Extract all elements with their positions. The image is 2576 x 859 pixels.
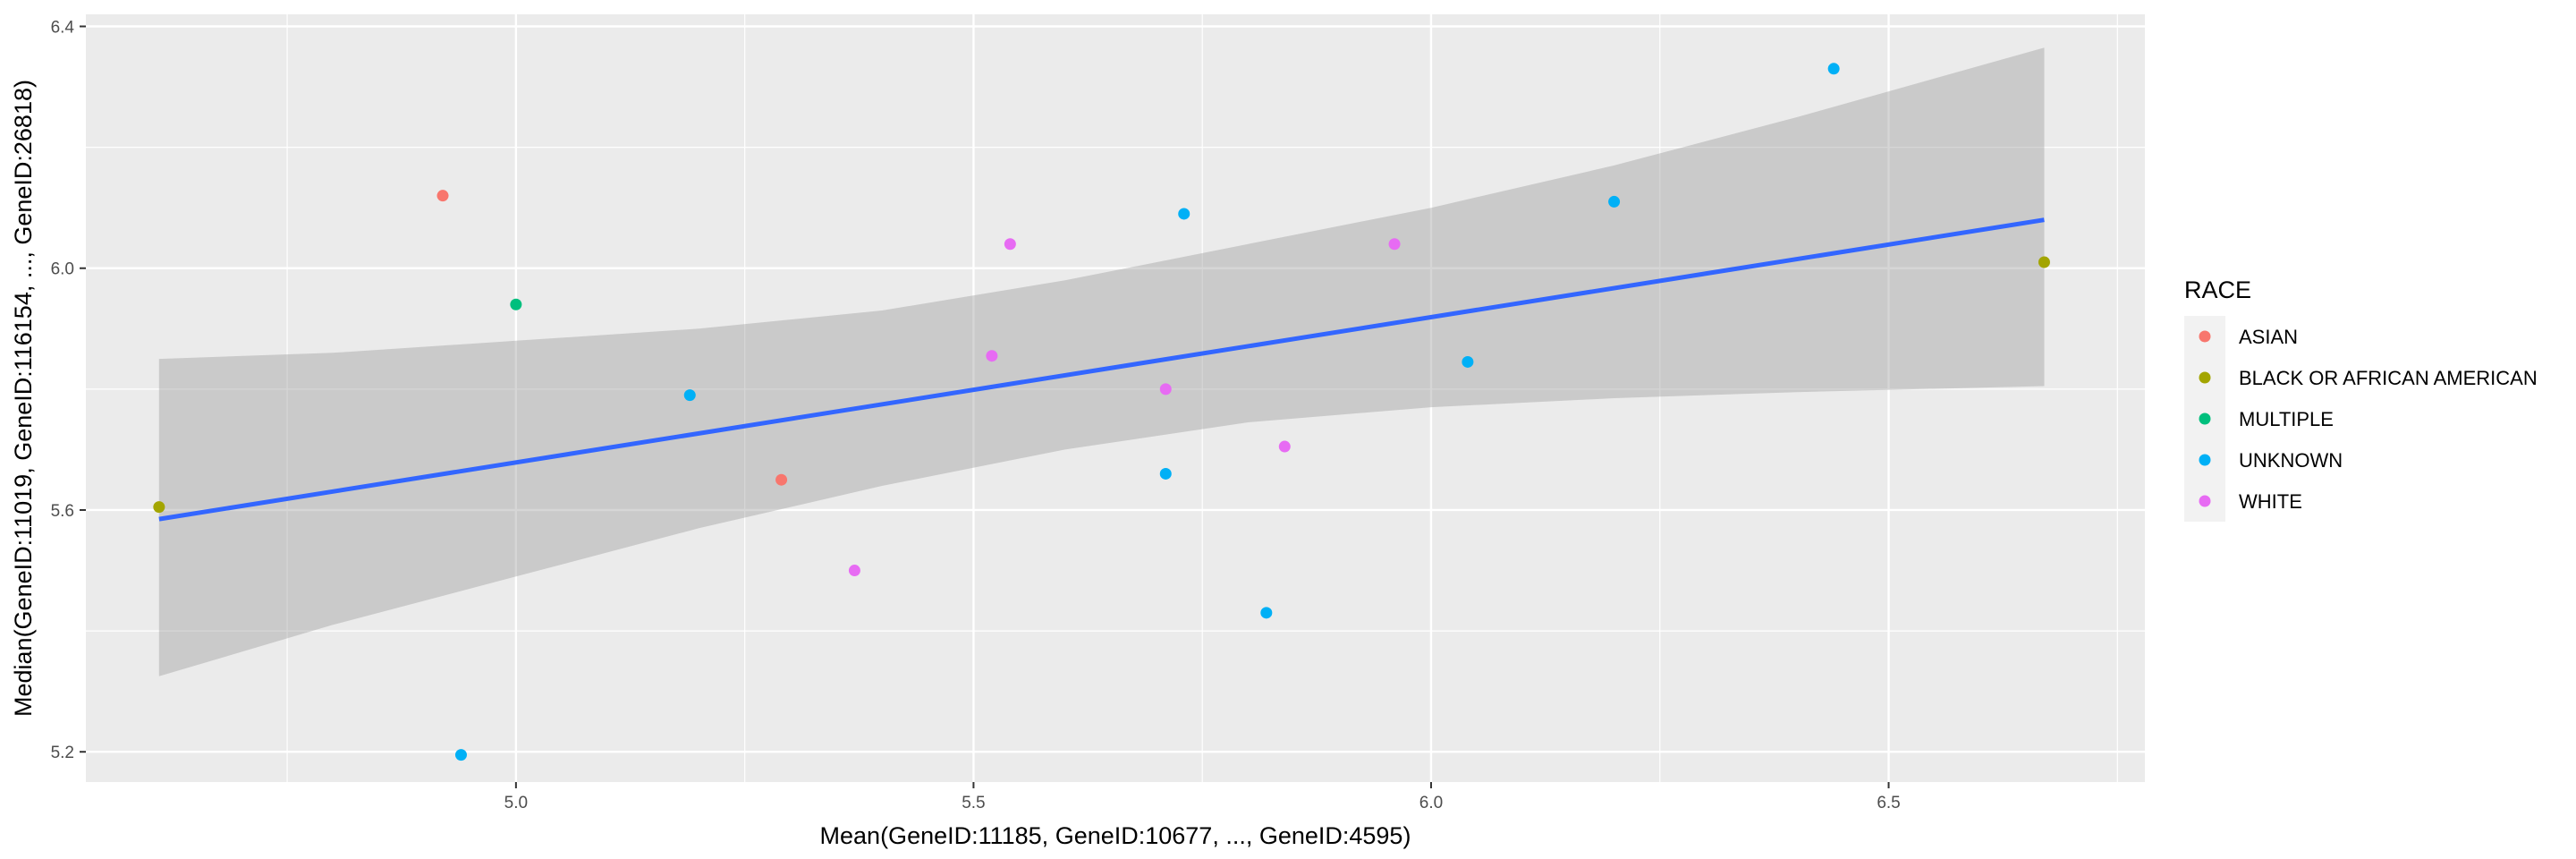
data-point-unknown	[1260, 607, 1273, 619]
data-point-unknown	[454, 749, 467, 761]
legend-label: UNKNOWN	[2239, 449, 2343, 472]
legend-key-dot	[2199, 371, 2211, 384]
legend-label: ASIAN	[2239, 326, 2298, 348]
minor-gridlines	[86, 14, 2145, 782]
x-tick-label: 6.0	[1419, 794, 1443, 812]
data-point-unknown	[1462, 355, 1474, 368]
data-point-white	[986, 350, 998, 362]
data-point-black-or-african-american	[153, 501, 165, 514]
legend-items: ASIAN BLACK OR AFRICAN AMERICAN MULTIPLE UN…	[2184, 316, 2538, 522]
data-point-unknown	[1827, 63, 1840, 75]
plot-panel	[86, 14, 2145, 782]
data-point-unknown	[1178, 208, 1191, 220]
data-point-unknown	[1608, 195, 1621, 208]
legend-key-dot	[2199, 454, 2211, 466]
data-point-multiple	[510, 298, 522, 310]
data-point-white	[1004, 238, 1016, 251]
data-points	[153, 63, 2050, 761]
x-axis-title: Mean(GeneID:11185, GeneID:10677, ..., Ge…	[820, 822, 1411, 849]
legend-key-dot	[2199, 330, 2211, 343]
x-tick-label: 6.5	[1877, 794, 1900, 812]
trend-line	[158, 217, 2045, 522]
y-tick-label: 6.0	[51, 260, 74, 279]
data-point-unknown	[683, 389, 696, 402]
y-tick-label: 5.2	[51, 744, 74, 762]
data-point-white	[1278, 440, 1291, 453]
legend-title: RACE	[2184, 276, 2251, 303]
data-point-white	[1388, 238, 1401, 251]
y-axis-title: Median(GeneID:11019, GeneID:116154, ...,…	[10, 80, 37, 717]
y-axis-ticks: 5.2 5.6 6.0 6.4	[51, 19, 86, 762]
data-point-unknown	[1159, 467, 1172, 480]
x-tick-label: 5.0	[504, 794, 528, 812]
y-tick-label: 6.4	[51, 19, 75, 38]
legend-label: WHITE	[2239, 490, 2302, 513]
major-gridlines	[86, 14, 2145, 782]
legend-label: MULTIPLE	[2239, 408, 2334, 430]
confidence-band	[158, 47, 2045, 676]
legend-key-dot	[2199, 412, 2211, 425]
x-tick-label: 5.5	[962, 794, 985, 812]
data-point-asian	[775, 473, 788, 486]
data-point-white	[1159, 383, 1172, 395]
legend-label: BLACK OR AFRICAN AMERICAN	[2239, 367, 2538, 389]
data-point-black-or-african-american	[2038, 256, 2050, 268]
data-point-asian	[436, 190, 449, 202]
data-point-white	[848, 565, 860, 577]
x-axis-ticks: 5.0 5.5 6.0 6.5	[504, 782, 1901, 812]
y-tick-label: 5.6	[51, 502, 74, 521]
legend: RACE ASIAN BLACK OR AFRICAN AMERICAN MULTI…	[2184, 276, 2538, 522]
legend-key-dot	[2199, 495, 2211, 507]
